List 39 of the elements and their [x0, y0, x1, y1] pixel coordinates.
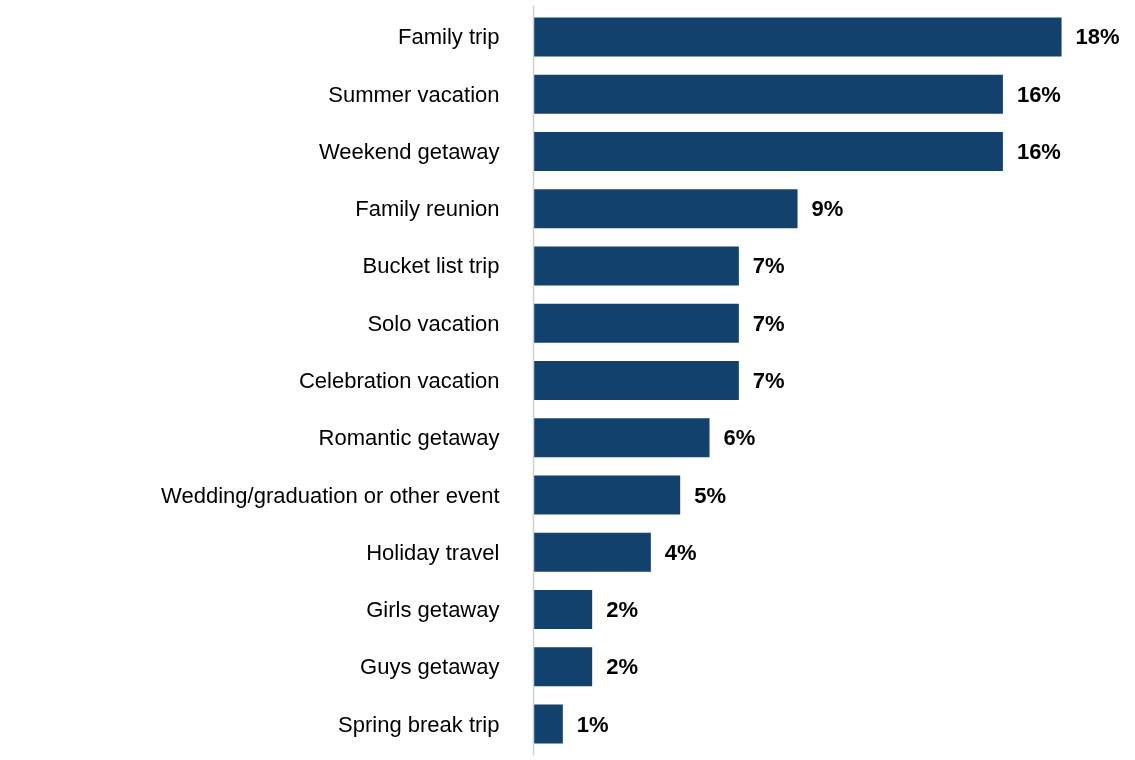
data-label: 7% [752, 253, 785, 279]
data-label: 16% [1016, 81, 1061, 107]
y-tick-label: Holiday travel [366, 539, 500, 565]
data-label: 9% [811, 196, 844, 222]
data-label: 2% [606, 654, 638, 680]
y-tick-label: Girls getaway [366, 597, 500, 623]
data-label: 18% [1075, 24, 1120, 50]
data-label: 2% [606, 597, 638, 623]
bar [533, 475, 681, 515]
data-label: 16% [1016, 138, 1061, 164]
bar [533, 246, 739, 286]
y-tick-label: Romantic getaway [318, 425, 500, 451]
data-label: 7% [752, 368, 785, 393]
bar [533, 132, 1003, 171]
y-tick-label: Celebration vacation [298, 368, 500, 393]
bar [533, 704, 563, 744]
bar [533, 303, 739, 343]
y-tick-label: Spring break trip [338, 711, 500, 737]
y-tick-label: Family reunion [355, 196, 500, 222]
bar [533, 361, 739, 400]
data-label: 6% [723, 425, 756, 451]
y-tick-label: Family trip [398, 24, 500, 50]
bar [533, 418, 710, 458]
y-tick-label: Guys getaway [360, 654, 500, 680]
bar [533, 532, 651, 572]
bar [533, 17, 1062, 57]
data-label: 7% [752, 310, 785, 336]
bar [533, 590, 593, 629]
y-tick-label: Weekend getaway [318, 138, 500, 164]
y-tick-label: Wedding/graduation or other event [161, 482, 500, 508]
y-tick-label: Summer vacation [328, 81, 500, 107]
data-label: 4% [664, 539, 697, 565]
bar [533, 74, 1003, 114]
bar [533, 647, 593, 687]
y-tick-label: Solo vacation [367, 310, 500, 336]
y-tick-label: Bucket list trip [362, 253, 500, 279]
data-label: 1% [576, 711, 609, 737]
bar [533, 189, 798, 229]
data-label: 5% [694, 482, 726, 508]
